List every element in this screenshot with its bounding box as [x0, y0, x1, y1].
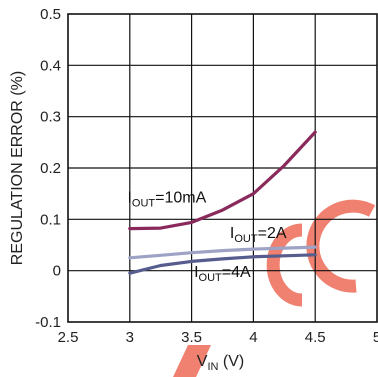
watermark-c — [266, 223, 303, 307]
y-tick-label: 0.3 — [40, 109, 61, 126]
x-tick-label: 3.5 — [181, 329, 202, 346]
x-tick-label: 4.5 — [305, 329, 326, 346]
y-tick-label: 0 — [53, 263, 61, 280]
series-line-0 — [128, 130, 317, 231]
series-group — [128, 130, 317, 275]
y-tick-label: 0.1 — [40, 211, 61, 228]
x-tick-labels: 2.5 3 3.5 4 4.5 5 — [58, 329, 378, 346]
x-axis-label-main: V — [197, 353, 208, 370]
series-label-1: IOUT=2A — [230, 225, 287, 245]
y-tick-label: 0.2 — [40, 160, 61, 177]
watermark-stroke — [173, 345, 211, 377]
x-tick-label: 5 — [373, 329, 378, 346]
x-tick-label: 2.5 — [58, 329, 79, 346]
y-tick-label: -0.1 — [35, 314, 61, 331]
y-axis-label: REGULATION ERROR (%) — [9, 71, 26, 265]
series-line-1 — [128, 245, 317, 260]
x-tick-label: 3 — [126, 329, 134, 346]
y-tick-label: 0.5 — [40, 6, 61, 23]
watermark-logo — [173, 199, 376, 377]
x-tick-label: 4 — [249, 329, 257, 346]
grid-lines — [68, 14, 377, 322]
x-axis-label: VIN (V) — [197, 353, 244, 373]
series-labels: IOUT=10mA IOUT=2A IOUT=4A — [127, 189, 286, 283]
watermark-arc — [306, 199, 376, 293]
series-label-2: IOUT=4A — [194, 264, 251, 284]
x-axis-label-unit: (V) — [218, 353, 244, 370]
y-tick-labels: -0.1 0 0.1 0.2 0.3 0.4 0.5 — [35, 6, 61, 331]
y-tick-label: 0.4 — [40, 57, 61, 74]
plot-frame — [67, 13, 378, 323]
series-line-2 — [128, 253, 317, 275]
x-axis-label-sub: IN — [207, 361, 218, 373]
series-label-0: IOUT=10mA — [127, 189, 206, 209]
